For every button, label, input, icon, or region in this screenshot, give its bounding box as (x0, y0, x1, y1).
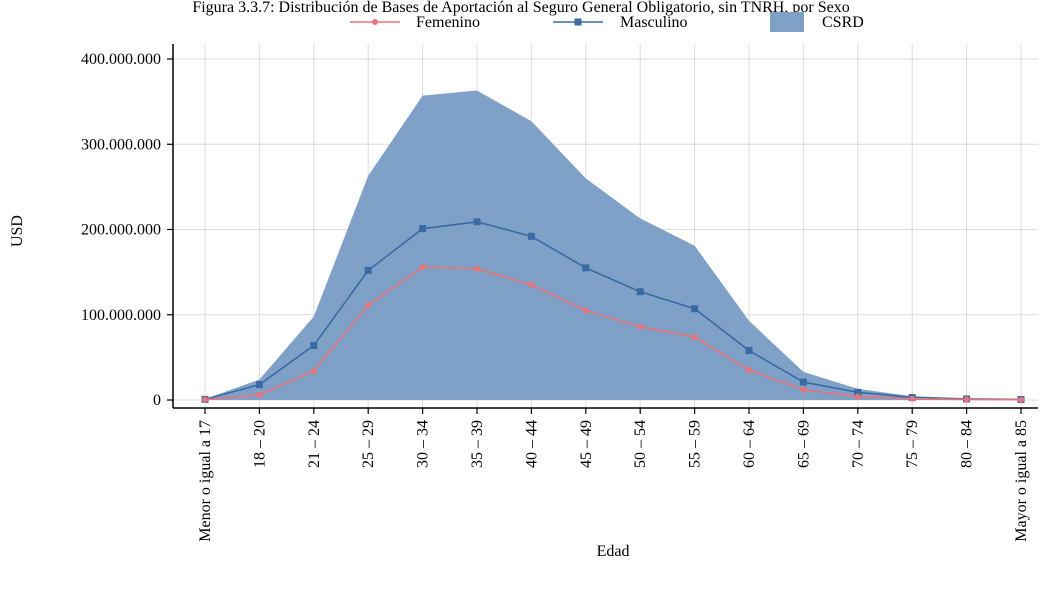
point-femenino (583, 307, 589, 313)
legend-marker-masculino (575, 19, 582, 26)
point-masculino (691, 305, 698, 312)
legend-swatch-csrd (770, 12, 804, 32)
point-femenino (1018, 397, 1024, 403)
point-femenino (964, 396, 970, 402)
x-tick-label: 65 – 69 (795, 420, 812, 468)
point-femenino (800, 387, 806, 393)
x-tick-label: 40 – 44 (523, 420, 540, 468)
point-femenino (692, 334, 698, 340)
x-tick-label: 18 – 20 (251, 420, 268, 468)
x-tick-label: 60 – 64 (741, 420, 758, 468)
legend-label-csrd: CSRD (822, 14, 864, 31)
legend-label-masculino: Masculino (620, 14, 688, 31)
point-masculino (582, 264, 589, 271)
y-tick-label: 200.000.000 (81, 222, 161, 239)
y-tick-label: 0 (153, 392, 161, 409)
x-tick-label: 55 – 59 (687, 420, 704, 468)
point-masculino (746, 347, 753, 354)
legend-item-femenino: Femenino (350, 14, 480, 31)
point-masculino (256, 381, 263, 388)
point-masculino (419, 225, 426, 232)
y-tick-label: 100.000.000 (81, 307, 161, 324)
chart-title: Figura 3.3.7: Distribución de Bases de A… (192, 0, 849, 16)
y-tick-label: 300.000.000 (81, 136, 161, 153)
point-femenino (420, 264, 426, 270)
x-tick-label: Mayor o igual a 85 (1013, 420, 1030, 542)
x-tick-label: 50 – 54 (632, 420, 649, 468)
point-femenino (256, 392, 262, 398)
x-axis-title: Edad (597, 543, 630, 560)
x-tick-label: 35 – 39 (469, 420, 486, 468)
x-tick-label: 21 – 24 (306, 420, 323, 468)
x-tick-label: 80 – 84 (959, 420, 976, 468)
point-femenino (474, 266, 480, 272)
point-femenino (528, 282, 534, 288)
point-masculino (365, 267, 372, 274)
x-tick-label: 45 – 49 (578, 420, 595, 468)
point-femenino (202, 397, 208, 403)
y-tick-label: 400.000.000 (81, 51, 161, 68)
point-femenino (365, 302, 371, 308)
point-femenino (855, 394, 861, 400)
point-femenino (909, 396, 915, 402)
point-masculino (800, 379, 807, 386)
x-tick-label: Menor o igual a 17 (197, 420, 214, 542)
point-masculino (528, 233, 535, 240)
legend-marker-femenino (372, 19, 378, 25)
legend-item-masculino: Masculino (553, 14, 688, 31)
point-femenino (746, 367, 752, 373)
point-femenino (637, 324, 643, 330)
point-masculino (474, 218, 481, 225)
point-femenino (311, 368, 317, 374)
y-axis-title: USD (9, 215, 26, 247)
x-tick-label: 75 – 79 (904, 420, 921, 468)
x-tick-label: 25 – 29 (360, 420, 377, 468)
legend-label-femenino: Femenino (416, 14, 480, 31)
point-masculino (637, 288, 644, 295)
x-tick-label: 30 – 34 (415, 420, 432, 468)
point-masculino (310, 342, 317, 349)
x-tick-label: 70 – 74 (850, 420, 867, 468)
